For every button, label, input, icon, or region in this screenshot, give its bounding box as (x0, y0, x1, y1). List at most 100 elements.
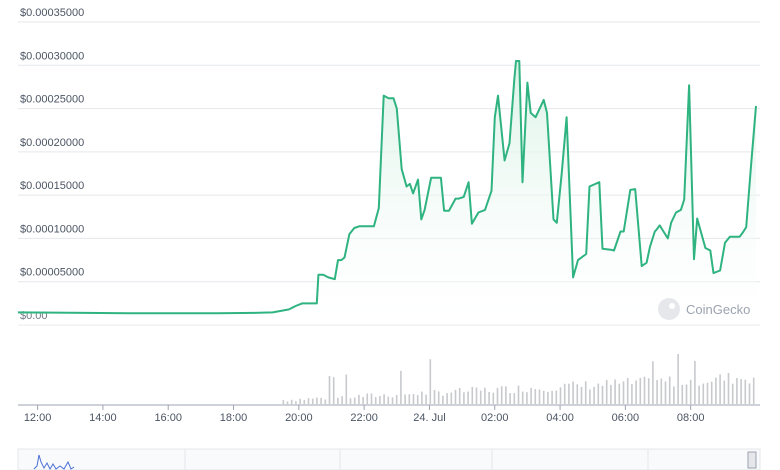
navigator-handle[interactable] (747, 451, 757, 469)
volume-bar (341, 396, 343, 404)
volume-bar (303, 399, 306, 404)
volume-bar (433, 390, 436, 404)
volume-bars (282, 354, 755, 404)
volume-bar (740, 379, 742, 404)
volume-bar (307, 398, 310, 404)
x-tick-label: 04:00 (546, 412, 574, 424)
volume-bar (282, 400, 285, 404)
volume-bar (673, 386, 675, 404)
volume-bar (576, 384, 579, 404)
volume-bar (580, 386, 583, 404)
x-axis-labels: 12:00 14:00 16:00 18:00 20:00 22:00 24. Jul 02:… (24, 405, 705, 424)
volume-bar (383, 394, 385, 404)
volume-bar (694, 360, 696, 404)
volume-bar (584, 381, 587, 404)
logo-eye (669, 303, 675, 309)
volume-bar (395, 395, 398, 404)
volume-bar (442, 395, 444, 404)
volume-bar (463, 392, 465, 404)
volume-bar (446, 393, 448, 404)
volume-bar (374, 397, 377, 404)
volume-bar (328, 375, 331, 404)
volume-bar (337, 397, 339, 404)
volume-bar (475, 387, 478, 404)
volume-bar (286, 401, 289, 404)
volume-bar (702, 383, 705, 404)
volume-bar (471, 386, 474, 404)
volume-bar (345, 374, 348, 404)
volume-bar (521, 391, 524, 404)
volume-bar (643, 376, 646, 404)
volume-bar (421, 391, 423, 404)
volume-bar (387, 396, 390, 404)
volume-bar (681, 384, 684, 404)
volume-bar (736, 378, 738, 404)
x-tick-label: 22:00 (350, 412, 378, 424)
volume-bar (358, 394, 360, 404)
volume-bar (311, 398, 314, 404)
x-tick-label: 16:00 (154, 412, 182, 424)
volume-bar (605, 379, 608, 404)
volume-bar (450, 392, 453, 404)
volume-bar (622, 381, 625, 404)
volume-bar (484, 387, 486, 404)
volume-bar (538, 389, 541, 404)
volume-bar (601, 385, 604, 404)
volume-bar (664, 381, 667, 404)
volume-bar (551, 390, 553, 404)
volume-bar (492, 392, 495, 404)
watermark-text: CoinGecko (686, 302, 750, 317)
x-tick-label: 06:00 (612, 412, 640, 424)
y-tick-label: $0.00005000 (20, 267, 84, 279)
coingecko-watermark: CoinGecko (658, 298, 750, 320)
volume-bar (614, 379, 616, 404)
volume-bar (626, 378, 629, 404)
x-tick-label: 02:00 (481, 412, 509, 424)
volume-bar (752, 377, 755, 404)
volume-bar (677, 354, 679, 404)
volume-bar (408, 394, 411, 404)
volume-bar (391, 397, 394, 404)
navigator-track (17, 448, 761, 470)
volume-bar (542, 390, 545, 404)
volume-bar (425, 394, 427, 404)
range-navigator[interactable] (17, 448, 761, 470)
x-tick-label: 20:00 (285, 412, 313, 424)
y-tick-label: $0.00015000 (20, 180, 84, 192)
volume-bar (572, 381, 574, 404)
y-tick-label: $0.00030000 (20, 50, 84, 62)
volume-bar (744, 379, 747, 404)
navigator-sparkline (33, 454, 75, 470)
volume-bar (437, 391, 440, 404)
volume-bar (559, 387, 562, 404)
volume-bar (589, 389, 591, 404)
y-tick-label: $0.00020000 (20, 137, 84, 149)
volume-bar (349, 398, 352, 404)
volume-bar (353, 397, 356, 404)
volume-bar (610, 384, 612, 404)
volume-bar (748, 383, 751, 404)
volume-bar (416, 395, 419, 404)
volume-bar (324, 399, 327, 404)
volume-bar (467, 391, 469, 404)
volume-bar (530, 388, 532, 404)
y-tick-label: $0.00010000 (20, 223, 84, 235)
x-tick-label: 08:00 (677, 412, 705, 424)
volume-bar (731, 383, 734, 404)
volume-bar (723, 380, 726, 404)
price-line (17, 60, 757, 315)
x-tick-label: 14:00 (89, 412, 117, 424)
volume-bar (706, 382, 709, 404)
volume-bar (500, 386, 503, 404)
volume-bar (698, 385, 700, 404)
volume-bar (496, 387, 499, 404)
volume-bar (689, 379, 692, 404)
volume-bar (685, 384, 688, 404)
volume-bar (488, 392, 490, 404)
volume-bar (719, 374, 721, 404)
volume-bar (299, 398, 301, 404)
volume-bar (593, 386, 595, 404)
volume-bar (727, 373, 730, 404)
volume-bar (631, 384, 633, 404)
volume-bar (635, 380, 637, 404)
